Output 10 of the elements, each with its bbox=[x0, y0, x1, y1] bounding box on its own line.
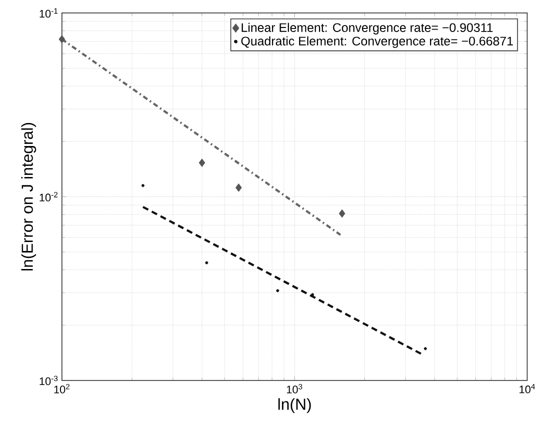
x-tick-label: 10$^{3}$ bbox=[286, 384, 302, 394]
y-tick-label: 10$^{-1}$ bbox=[40, 8, 58, 18]
legend-label: Linear Element: Convergence rate= −0.90311 bbox=[242, 22, 493, 34]
legend-label: Quadratic Element: Convergence rate= −0.66871 bbox=[241, 36, 513, 48]
y-axis-title: ln(Error on J integral) bbox=[21, 122, 36, 270]
y-tick-label: 10$^{-3}$ bbox=[40, 376, 58, 385]
x-tick-label: 10$^{2}$ bbox=[54, 384, 70, 394]
x-tick-label: 10$^{4}$ bbox=[520, 384, 535, 394]
y-tick-label: 10$^{-2}$ bbox=[40, 192, 58, 202]
x-axis-title: ln(N) bbox=[278, 398, 311, 413]
